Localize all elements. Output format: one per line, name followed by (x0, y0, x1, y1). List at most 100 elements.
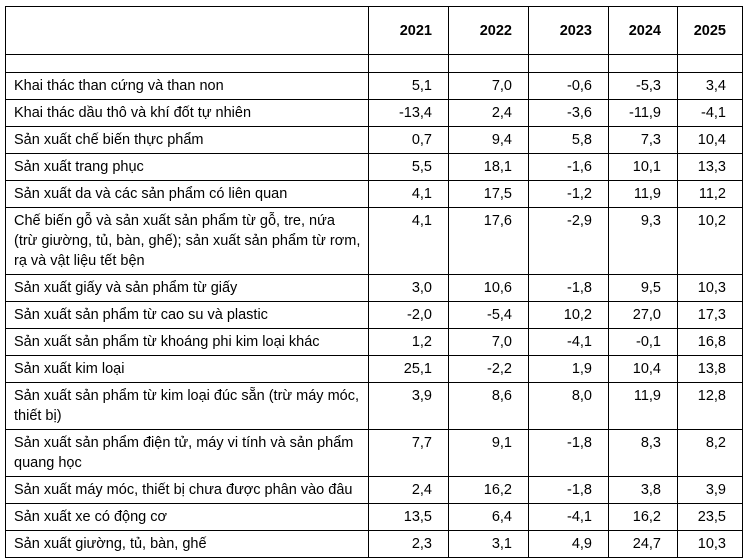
row-label: Sản xuất giấy và sản phẩm từ giấy (5, 274, 369, 302)
row-value: 24,7 (608, 530, 678, 558)
row-value: 25,1 (368, 355, 449, 383)
row-value: 4,9 (528, 530, 609, 558)
row-value: -1,8 (528, 429, 609, 477)
table-row: Sản xuất sản phẩm từ cao su và plastic -2… (5, 301, 743, 329)
row-value: 16,2 (448, 476, 529, 504)
row-value: 9,1 (448, 429, 529, 477)
table-row: Khai thác dầu thô và khí đốt tự nhiên -13… (5, 99, 743, 127)
row-value: 10,1 (608, 153, 678, 181)
row-value: 3,0 (368, 274, 449, 302)
row-value: 10,4 (677, 126, 743, 154)
row-value: 27,0 (608, 301, 678, 329)
row-value: 3,4 (677, 72, 743, 100)
spacer-cell (5, 54, 369, 73)
table-body: Khai thác than cứng và than non 5,1 7,0 -0,… (5, 72, 743, 558)
row-label: Sản xuất giường, tủ, bàn, ghế (5, 530, 369, 558)
row-value: 7,7 (368, 429, 449, 477)
spacer-cell (608, 54, 678, 73)
row-value: 5,1 (368, 72, 449, 100)
row-value: -3,6 (528, 99, 609, 127)
row-value: 16,2 (608, 503, 678, 531)
row-value: -0,1 (608, 328, 678, 356)
table-row: Sản xuất chế biến thực phẩm 0,7 9,4 5,8 7,3 1… (5, 126, 743, 154)
row-value: 10,3 (677, 274, 743, 302)
spacer-row (5, 54, 743, 73)
row-label: Chế biến gỗ và sản xuất sản phẩm từ gỗ, … (5, 207, 369, 275)
row-value: 17,3 (677, 301, 743, 329)
row-value: 10,4 (608, 355, 678, 383)
row-value: -2,9 (528, 207, 609, 275)
row-value: 3,1 (448, 530, 529, 558)
row-value: 11,9 (608, 382, 678, 430)
row-label: Sản xuất sản phẩm từ cao su và plastic (5, 301, 369, 329)
row-label: Sản xuất da và các sản phẩm có liên quan (5, 180, 369, 208)
production-index-table: 2021 2022 2023 2024 2025 Khai thác than … (5, 6, 743, 558)
row-value: -13,4 (368, 99, 449, 127)
spacer-cell (528, 54, 609, 73)
row-value: 5,5 (368, 153, 449, 181)
row-value: 23,5 (677, 503, 743, 531)
row-value: 9,4 (448, 126, 529, 154)
row-value: -4,1 (528, 503, 609, 531)
row-value: 1,9 (528, 355, 609, 383)
spacer-cell (448, 54, 529, 73)
row-value: 8,2 (677, 429, 743, 477)
table-row: Sản xuất kim loại 25,1 -2,2 1,9 10,4 13,8 (5, 355, 743, 383)
table-row: Chế biến gỗ và sản xuất sản phẩm từ gỗ, … (5, 207, 743, 275)
row-value: 10,2 (528, 301, 609, 329)
table-row: Sản xuất máy móc, thiết bị chưa được phâ… (5, 476, 743, 504)
row-value: 4,1 (368, 180, 449, 208)
table-row: Sản xuất sản phẩm điện tử, máy vi tính v… (5, 429, 743, 477)
spacer-cell (677, 54, 743, 73)
row-value: 4,1 (368, 207, 449, 275)
row-value: -1,8 (528, 476, 609, 504)
row-value: 8,0 (528, 382, 609, 430)
row-value: 13,8 (677, 355, 743, 383)
row-value: 7,0 (448, 72, 529, 100)
table-row: Sản xuất da và các sản phẩm có liên quan… (5, 180, 743, 208)
row-value: -4,1 (677, 99, 743, 127)
row-value: 8,6 (448, 382, 529, 430)
document-page: 2021 2022 2023 2024 2025 Khai thác than … (0, 6, 750, 558)
row-value: 11,2 (677, 180, 743, 208)
row-value: 10,6 (448, 274, 529, 302)
header-cell-year-2023: 2023 (528, 6, 609, 55)
row-label: Sản xuất xe có động cơ (5, 503, 369, 531)
header-cell-year-2022: 2022 (448, 6, 529, 55)
row-value: -5,3 (608, 72, 678, 100)
row-value: 0,7 (368, 126, 449, 154)
row-value: 5,8 (528, 126, 609, 154)
table-row: Sản xuất trang phục 5,5 18,1 -1,6 10,1 13,3 (5, 153, 743, 181)
table-row: Khai thác than cứng và than non 5,1 7,0 -0,… (5, 72, 743, 100)
spacer-cell (368, 54, 449, 73)
row-value: 18,1 (448, 153, 529, 181)
row-label: Khai thác dầu thô và khí đốt tự nhiên (5, 99, 369, 127)
row-value: 13,3 (677, 153, 743, 181)
row-value: -0,6 (528, 72, 609, 100)
row-label: Sản xuất kim loại (5, 355, 369, 383)
row-value: 13,5 (368, 503, 449, 531)
row-value: 3,9 (368, 382, 449, 430)
row-value: -11,9 (608, 99, 678, 127)
row-value: 9,3 (608, 207, 678, 275)
header-cell-year-2025: 2025 (677, 6, 743, 55)
row-value: 12,8 (677, 382, 743, 430)
row-label: Sản xuất chế biến thực phẩm (5, 126, 369, 154)
row-value: 7,0 (448, 328, 529, 356)
row-value: 11,9 (608, 180, 678, 208)
row-label: Sản xuất trang phục (5, 153, 369, 181)
row-value: -4,1 (528, 328, 609, 356)
table-row: Sản xuất sản phẩm từ khoáng phi kim loại… (5, 328, 743, 356)
row-label: Sản xuất sản phẩm từ kim loại đúc sẵn (t… (5, 382, 369, 430)
table-row: Sản xuất giấy và sản phẩm từ giấy 3,0 10,6… (5, 274, 743, 302)
row-value: 17,5 (448, 180, 529, 208)
row-value: -5,4 (448, 301, 529, 329)
row-label: Sản xuất sản phẩm từ khoáng phi kim loại… (5, 328, 369, 356)
row-value: -2,0 (368, 301, 449, 329)
row-value: 8,3 (608, 429, 678, 477)
table-row: Sản xuất sản phẩm từ kim loại đúc sẵn (t… (5, 382, 743, 430)
row-value: -2,2 (448, 355, 529, 383)
row-label: Sản xuất sản phẩm điện tử, máy vi tính v… (5, 429, 369, 477)
row-value: -1,2 (528, 180, 609, 208)
row-value: 10,3 (677, 530, 743, 558)
